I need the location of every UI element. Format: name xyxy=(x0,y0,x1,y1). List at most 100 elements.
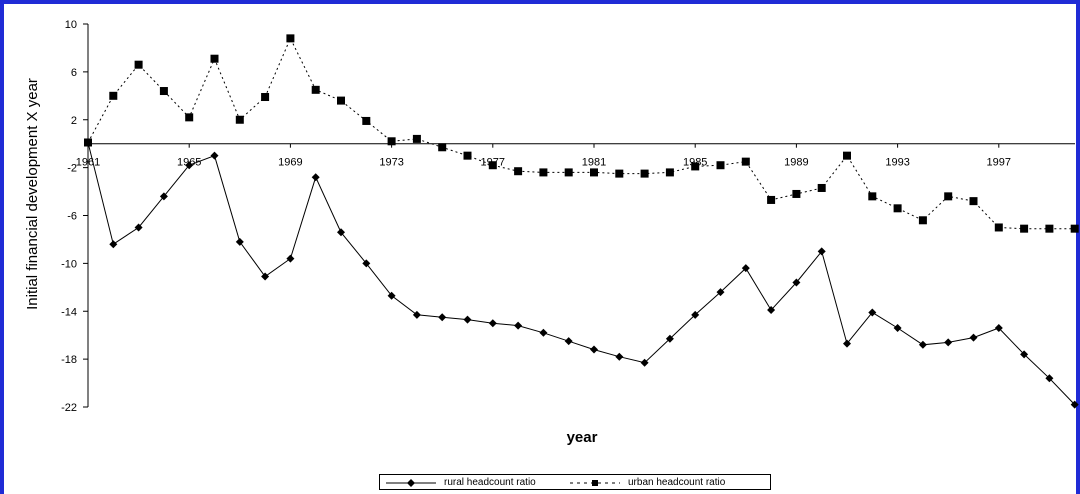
data-point-square xyxy=(185,113,194,122)
series-line xyxy=(87,37,1075,230)
data-point-diamond xyxy=(286,254,295,263)
data-point-square xyxy=(665,168,674,177)
x-tick-label: 1981 xyxy=(582,157,606,169)
data-point-diamond xyxy=(665,334,674,343)
y-axis-title: Initial financial development X year xyxy=(24,78,41,310)
series-rural xyxy=(84,138,1079,409)
data-point-square xyxy=(918,216,927,225)
data-point-diamond xyxy=(741,264,750,273)
data-point-diamond xyxy=(716,288,725,297)
data-point-square xyxy=(210,54,219,63)
data-point-square xyxy=(817,183,826,192)
x-axis-ticks: 1961196519691973197719811985198919931997 xyxy=(76,143,1075,169)
data-point-square xyxy=(311,85,320,94)
data-point-square xyxy=(463,151,472,160)
data-point-diamond xyxy=(514,321,523,330)
data-point-diamond xyxy=(792,278,801,287)
data-point-square xyxy=(514,167,523,176)
data-point-diamond xyxy=(615,352,624,361)
data-point-diamond xyxy=(817,247,826,256)
x-axis-title: year xyxy=(567,429,598,446)
data-point-diamond xyxy=(488,319,497,328)
x-tick-label: 1989 xyxy=(784,157,808,169)
x-tick-label: 1997 xyxy=(987,157,1011,169)
legend-swatch-rural xyxy=(386,479,436,487)
y-tick-label: -10 xyxy=(61,258,77,270)
y-tick-label: -14 xyxy=(61,306,77,318)
y-tick-label: 2 xyxy=(71,115,77,127)
data-point-square xyxy=(615,169,624,178)
data-point-diamond xyxy=(311,173,320,182)
data-point-diamond xyxy=(159,192,168,201)
data-point-diamond xyxy=(969,333,978,342)
series-urban xyxy=(84,34,1079,233)
data-point-diamond xyxy=(1020,350,1029,359)
x-tick-label: 1973 xyxy=(379,157,403,169)
data-point-square xyxy=(1045,224,1054,233)
legend-swatch-urban xyxy=(570,480,620,486)
series-line xyxy=(87,142,1076,405)
data-point-diamond xyxy=(994,324,1003,333)
data-point-diamond xyxy=(438,313,447,322)
legend-label-rural: rural headcount ratio xyxy=(444,477,536,488)
data-point-diamond xyxy=(1070,400,1079,409)
data-point-square xyxy=(159,87,168,96)
data-point-square xyxy=(109,91,118,100)
y-tick-label: -6 xyxy=(67,211,77,223)
data-point-diamond xyxy=(868,308,877,317)
data-point-diamond xyxy=(944,338,953,347)
data-point-diamond xyxy=(691,310,700,319)
data-point-diamond xyxy=(1045,374,1054,383)
data-point-square xyxy=(994,223,1003,232)
data-point-square xyxy=(235,115,244,124)
legend: rural headcount ratio urban headcount ra… xyxy=(379,474,771,490)
data-point-diamond xyxy=(539,328,548,337)
data-point-square xyxy=(412,134,421,143)
data-point-square xyxy=(134,60,143,69)
data-point-square xyxy=(438,143,447,152)
data-point-square xyxy=(716,161,725,170)
data-point-square xyxy=(1070,224,1079,233)
data-point-square xyxy=(337,96,345,105)
data-point-square xyxy=(387,137,396,146)
data-point-square xyxy=(84,138,92,147)
data-point-square xyxy=(1020,224,1029,233)
y-tick-label: 6 xyxy=(71,67,77,79)
data-point-square xyxy=(969,197,978,206)
y-tick-label: 10 xyxy=(65,19,77,31)
data-point-square xyxy=(792,189,801,198)
y-tick-label: -2 xyxy=(67,163,77,175)
x-tick-label: 1969 xyxy=(278,157,302,169)
data-point-diamond xyxy=(843,339,851,348)
data-point-diamond xyxy=(640,358,649,367)
x-tick-label: 1993 xyxy=(885,157,909,169)
data-point-diamond xyxy=(463,315,472,324)
y-tick-label: -18 xyxy=(61,354,77,366)
data-point-diamond xyxy=(590,345,598,354)
data-point-diamond xyxy=(387,291,396,300)
data-point-diamond xyxy=(564,337,573,346)
data-point-square xyxy=(868,192,877,201)
data-point-diamond xyxy=(261,272,270,281)
data-point-square xyxy=(539,168,548,177)
data-point-square xyxy=(767,195,776,204)
data-point-square xyxy=(893,204,902,213)
data-point-diamond xyxy=(918,340,927,349)
legend-label-urban: urban headcount ratio xyxy=(628,477,726,488)
data-point-diamond xyxy=(235,237,244,246)
data-point-square xyxy=(640,169,649,178)
data-point-square xyxy=(362,116,371,125)
data-point-square xyxy=(944,192,953,201)
data-point-square xyxy=(741,157,750,166)
data-point-diamond xyxy=(185,161,194,170)
series-layer xyxy=(84,34,1079,409)
data-point-diamond xyxy=(893,324,902,333)
legend-item-urban: urban headcount ratio xyxy=(568,476,768,489)
x-tick-label: 1961 xyxy=(76,157,100,169)
data-point-diamond xyxy=(210,151,219,160)
data-point-square xyxy=(261,93,270,102)
data-point-diamond xyxy=(109,240,118,249)
data-point-square xyxy=(590,168,598,177)
